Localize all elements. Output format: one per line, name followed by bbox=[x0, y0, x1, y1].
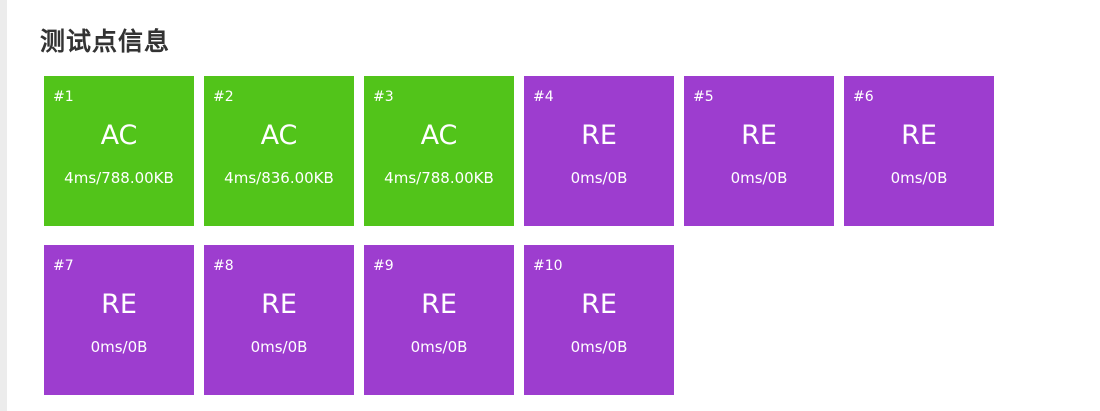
case-number: #6 bbox=[853, 89, 874, 105]
case-status: RE bbox=[581, 289, 617, 320]
case-number: #8 bbox=[213, 258, 234, 274]
case-number: #1 bbox=[53, 89, 74, 105]
case-status: RE bbox=[581, 120, 617, 151]
section-title: 测试点信息 bbox=[40, 27, 171, 56]
case-number: #2 bbox=[213, 89, 234, 105]
case-status: RE bbox=[901, 120, 937, 151]
case-time-memory: 0ms/0B bbox=[730, 169, 788, 187]
case-number: #10 bbox=[533, 258, 563, 274]
test-case-8[interactable]: #8 RE 0ms/0B bbox=[204, 245, 354, 395]
case-time-memory: 0ms/0B bbox=[410, 338, 468, 356]
case-status: AC bbox=[260, 120, 298, 151]
test-case-4[interactable]: #4 RE 0ms/0B bbox=[524, 76, 674, 226]
case-status: RE bbox=[421, 289, 457, 320]
case-time-memory: 4ms/788.00KB bbox=[64, 169, 174, 187]
case-time-memory: 4ms/836.00KB bbox=[224, 169, 334, 187]
case-status: RE bbox=[741, 120, 777, 151]
test-case-6[interactable]: #6 RE 0ms/0B bbox=[844, 76, 994, 226]
test-case-9[interactable]: #9 RE 0ms/0B bbox=[364, 245, 514, 395]
case-time-memory: 4ms/788.00KB bbox=[384, 169, 494, 187]
case-time-memory: 0ms/0B bbox=[90, 338, 148, 356]
case-number: #4 bbox=[533, 89, 554, 105]
case-time-memory: 0ms/0B bbox=[250, 338, 308, 356]
test-case-3[interactable]: #3 AC 4ms/788.00KB bbox=[364, 76, 514, 226]
case-number: #7 bbox=[53, 258, 74, 274]
test-case-7[interactable]: #7 RE 0ms/0B bbox=[44, 245, 194, 395]
case-time-memory: 0ms/0B bbox=[570, 169, 628, 187]
left-border bbox=[0, 0, 7, 411]
case-status: AC bbox=[100, 120, 138, 151]
test-case-grid: #1 AC 4ms/788.00KB #2 AC 4ms/836.00KB #3 AC 4ms/… bbox=[44, 76, 1004, 395]
case-time-memory: 0ms/0B bbox=[890, 169, 948, 187]
test-case-5[interactable]: #5 RE 0ms/0B bbox=[684, 76, 834, 226]
case-time-memory: 0ms/0B bbox=[570, 338, 628, 356]
case-number: #5 bbox=[693, 89, 714, 105]
case-number: #3 bbox=[373, 89, 394, 105]
case-status: RE bbox=[261, 289, 297, 320]
test-case-1[interactable]: #1 AC 4ms/788.00KB bbox=[44, 76, 194, 226]
test-case-2[interactable]: #2 AC 4ms/836.00KB bbox=[204, 76, 354, 226]
test-case-10[interactable]: #10 RE 0ms/0B bbox=[524, 245, 674, 395]
case-status: RE bbox=[101, 289, 137, 320]
case-number: #9 bbox=[373, 258, 394, 274]
case-status: AC bbox=[420, 120, 458, 151]
